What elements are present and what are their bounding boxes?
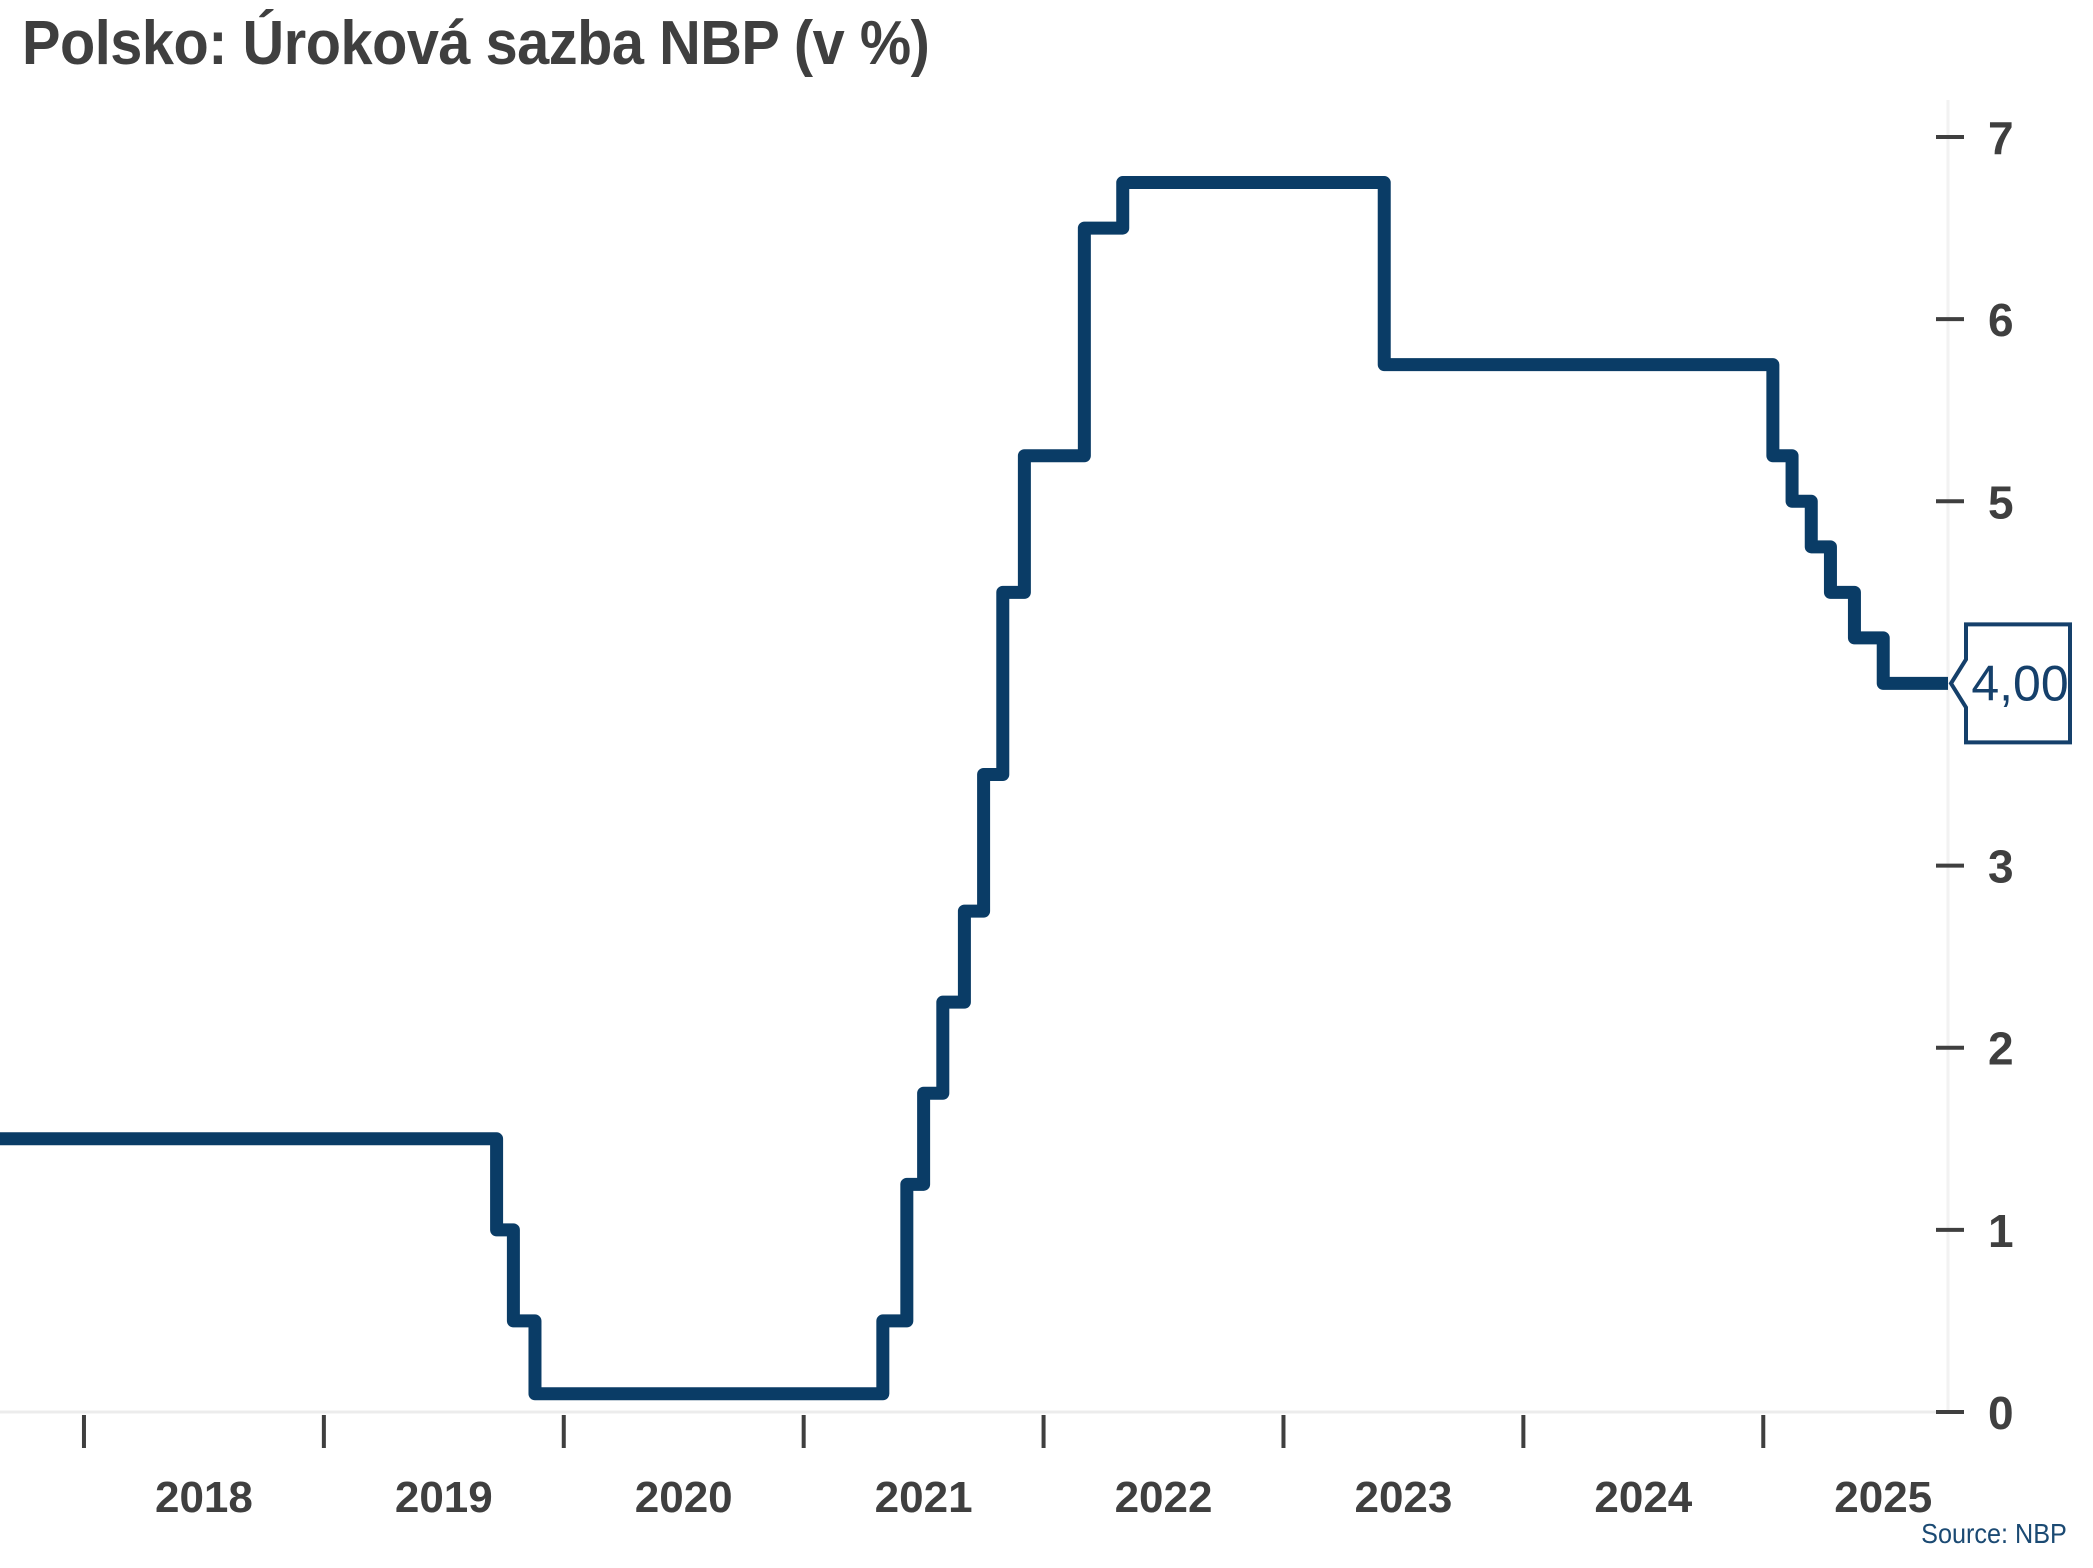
y-axis-ticks: 0 1 2 3 5 6 7 [1936, 112, 2014, 1439]
x-axis-ticks: 2018 2019 2020 2021 2022 2023 2024 2025 [81, 1415, 1932, 1522]
page-title: Polsko: Úroková sazba NBP (v %) [22, 9, 930, 78]
source-note: Source: NBP [1921, 1518, 2067, 1549]
x-axis-tick-label: 2018 [155, 1473, 253, 1522]
callout-box [1948, 622, 2072, 745]
data-series-line [0, 176, 1948, 1401]
x-axis-tick-label: 2021 [875, 1473, 973, 1522]
y-axis-tick-label: 3 [1988, 841, 2014, 893]
x-axis-tick-label: 2019 [395, 1473, 493, 1522]
y-axis-tick-label: 1 [1988, 1205, 2014, 1257]
y-axis-tick-label: 2 [1988, 1023, 2014, 1075]
x-axis-tick-label: 2024 [1594, 1473, 1692, 1522]
y-axis-tick-label: 6 [1988, 294, 2014, 346]
y-axis-tick-label: 0 [1988, 1387, 2014, 1439]
x-axis-tick-label: 2020 [635, 1473, 733, 1522]
y-axis-tick-label: 7 [1988, 112, 2014, 164]
value-callout: 4,00 [1948, 622, 2072, 745]
x-axis-tick-label: 2022 [1115, 1473, 1213, 1522]
callout-label: 4,00 [1971, 655, 2068, 711]
y-axis-tick-label: 5 [1988, 476, 2014, 528]
x-axis-tick-label: 2023 [1354, 1473, 1452, 1522]
x-axis-tick-label: 2025 [1834, 1473, 1932, 1522]
